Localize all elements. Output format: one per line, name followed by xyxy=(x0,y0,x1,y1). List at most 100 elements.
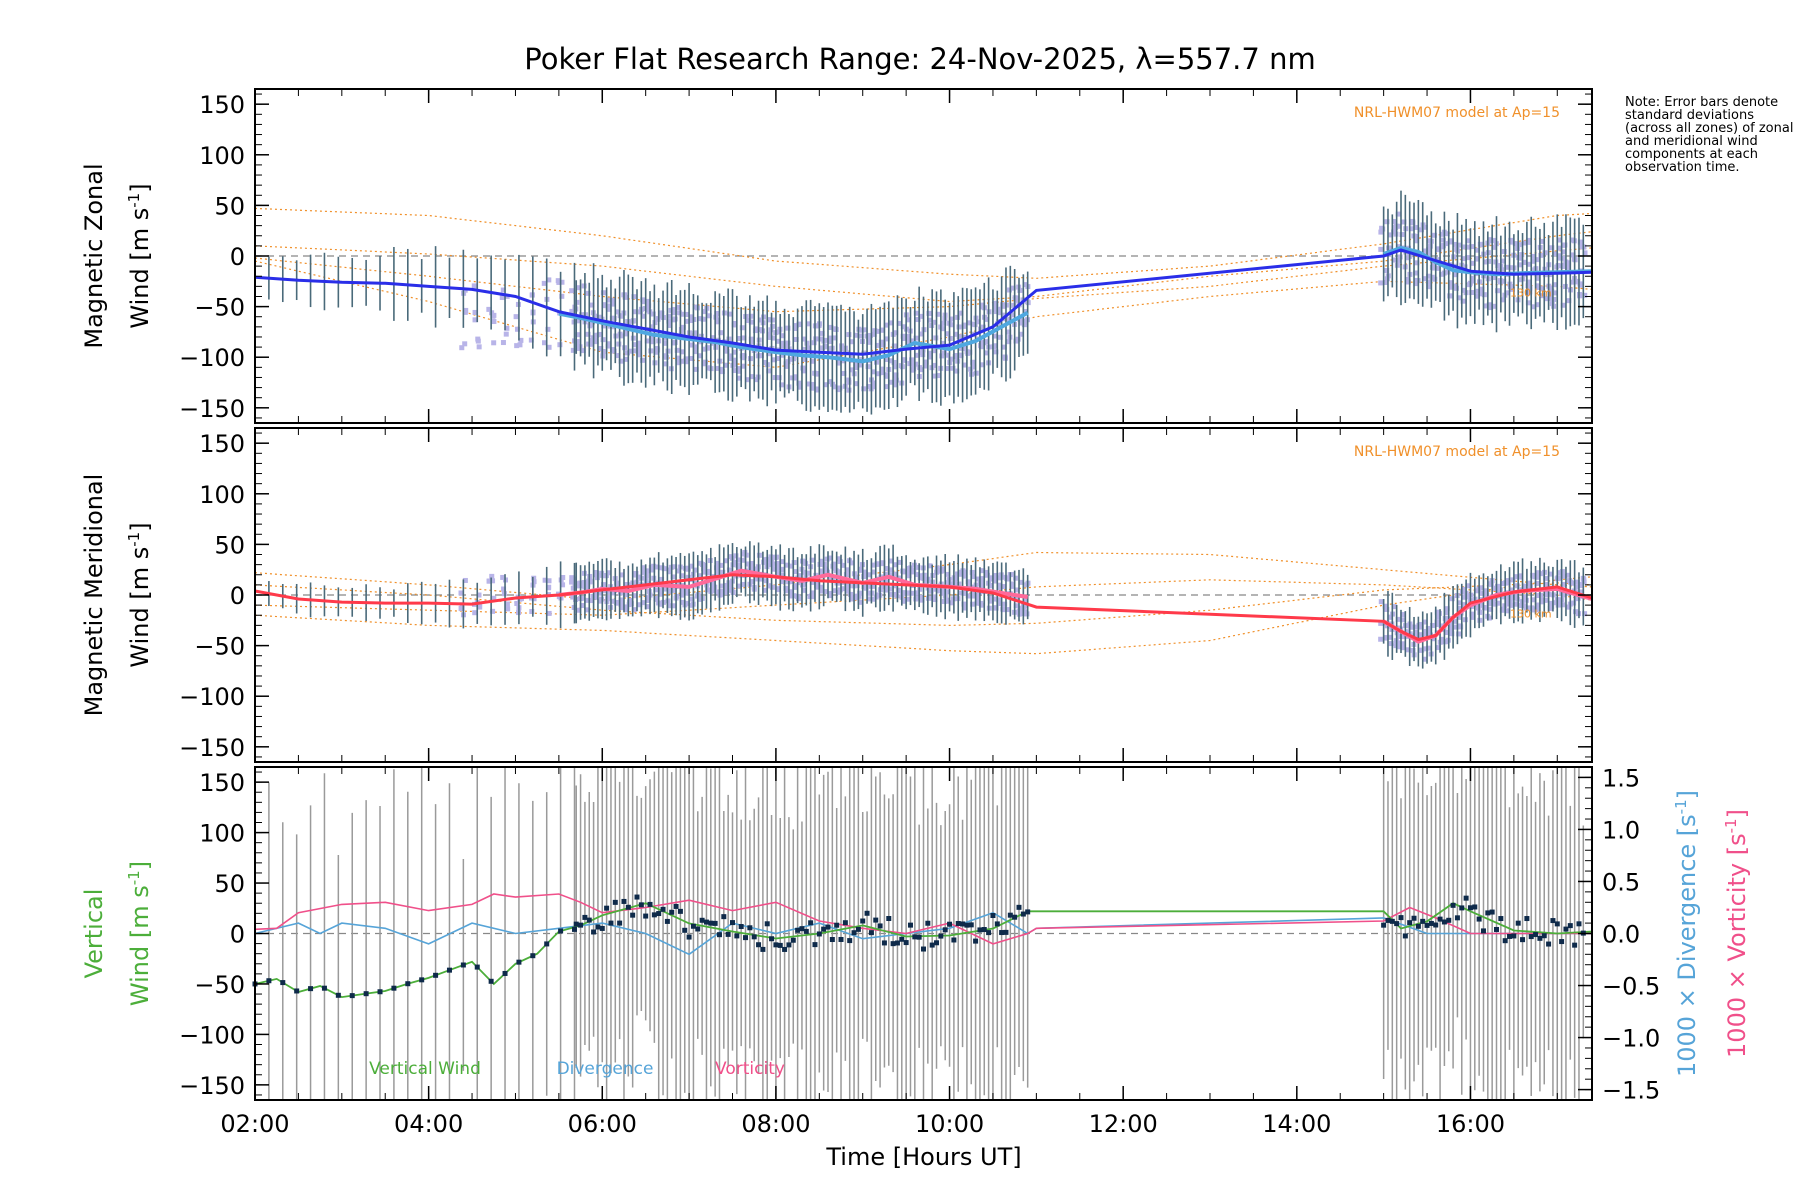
zone-point xyxy=(1400,617,1406,623)
vertical-marker xyxy=(738,924,744,930)
zone-point xyxy=(1560,602,1566,608)
vertical-marker xyxy=(934,940,940,946)
zone-point xyxy=(1010,581,1016,587)
zone-point xyxy=(945,331,951,337)
zone-point xyxy=(887,567,893,573)
vertical-marker xyxy=(530,953,536,959)
zone-point xyxy=(517,342,523,348)
zone-point xyxy=(891,359,897,365)
y-tick-label: −100 xyxy=(179,344,245,372)
zone-point xyxy=(671,603,677,609)
y-label-line1: Magnetic Zonal xyxy=(80,163,108,348)
zone-point xyxy=(775,338,781,344)
zone-point xyxy=(956,334,962,340)
zone-point xyxy=(801,569,807,575)
zone-point xyxy=(588,337,594,343)
zone-point xyxy=(489,573,495,579)
zone-point xyxy=(1530,258,1536,264)
zone-point xyxy=(644,338,650,344)
vertical-marker xyxy=(1394,921,1400,927)
zone-point xyxy=(1388,641,1394,647)
zone-point xyxy=(1397,254,1403,260)
mean-line xyxy=(254,573,1593,642)
zone-point xyxy=(1566,604,1572,610)
zone-point xyxy=(714,560,720,566)
zone-point xyxy=(888,586,894,592)
vertical-marker xyxy=(986,930,992,936)
zone-point xyxy=(805,345,811,351)
zone-point xyxy=(905,317,911,323)
panel-meridional: NRL-HWM07 model at Ap=15 130 km −150 −100 −5… xyxy=(80,427,1593,763)
zone-point xyxy=(915,564,921,570)
zone-point xyxy=(1516,242,1522,248)
zone-point xyxy=(503,331,509,337)
zone-point xyxy=(1479,242,1485,248)
zone-point xyxy=(531,575,537,581)
zone-point xyxy=(1536,570,1542,576)
zone-point xyxy=(1019,579,1025,585)
zone-point xyxy=(806,321,812,327)
zone-point xyxy=(1456,242,1462,248)
zone-point xyxy=(867,596,873,602)
zone-point xyxy=(619,572,625,578)
zone-point xyxy=(741,557,747,563)
label-exponent: -1 xyxy=(1672,799,1690,814)
vertical-marker xyxy=(786,942,792,948)
zone-point xyxy=(1478,585,1484,591)
zone-point xyxy=(1452,618,1458,624)
zone-point xyxy=(688,314,694,320)
zone-point xyxy=(756,552,762,558)
zone-point xyxy=(939,566,945,572)
zone-point xyxy=(1456,631,1462,637)
zone-point xyxy=(650,311,656,317)
right-label-vorticity: 1000 × Vorticity [s-1] xyxy=(1722,809,1751,1058)
zone-point xyxy=(848,339,854,345)
zone-point xyxy=(1560,249,1566,255)
zone-point xyxy=(1553,600,1559,606)
zone-point xyxy=(1522,594,1528,600)
vertical-marker xyxy=(1554,921,1560,927)
zone-point xyxy=(471,283,477,289)
zone-point xyxy=(684,600,690,606)
zone-point xyxy=(892,364,898,370)
zone-point xyxy=(958,352,964,358)
zone-point xyxy=(720,569,726,575)
zone-point xyxy=(892,382,898,388)
zone-point xyxy=(797,384,803,390)
zone-point xyxy=(737,562,743,568)
zone-point xyxy=(1404,277,1410,283)
zone-point xyxy=(741,363,747,369)
zone-point xyxy=(1432,232,1438,238)
zone-point xyxy=(1570,580,1576,586)
zone-point xyxy=(913,335,919,341)
zone-point xyxy=(874,342,880,348)
zone-point xyxy=(719,588,725,594)
zone-point xyxy=(992,578,998,584)
zone-point xyxy=(1015,336,1021,342)
zone-point xyxy=(627,582,633,588)
zone-point xyxy=(723,585,729,591)
zone-point xyxy=(896,320,902,326)
vertical-marker xyxy=(808,920,814,926)
zone-point xyxy=(1409,226,1415,232)
zone-point xyxy=(753,326,759,332)
zone-point xyxy=(788,593,794,599)
zone-point xyxy=(546,277,552,283)
model-label: NRL-HWM07 model at Ap=15 xyxy=(1354,105,1560,121)
zone-point xyxy=(762,587,768,593)
zone-point xyxy=(750,579,756,585)
vertical-marker xyxy=(1415,923,1421,929)
zone-point xyxy=(1466,282,1472,288)
zone-point xyxy=(1575,279,1581,285)
zone-point xyxy=(944,352,950,358)
zone-point xyxy=(628,601,634,607)
zone-point xyxy=(1522,259,1528,265)
zone-point xyxy=(589,598,595,604)
zone-point xyxy=(1435,645,1441,651)
vertical-marker xyxy=(1454,915,1460,921)
vertical-marker xyxy=(586,917,592,923)
zone-point xyxy=(650,324,656,330)
vertical-marker xyxy=(1494,926,1499,932)
vertical-marker xyxy=(377,989,383,995)
zone-point xyxy=(753,377,759,383)
